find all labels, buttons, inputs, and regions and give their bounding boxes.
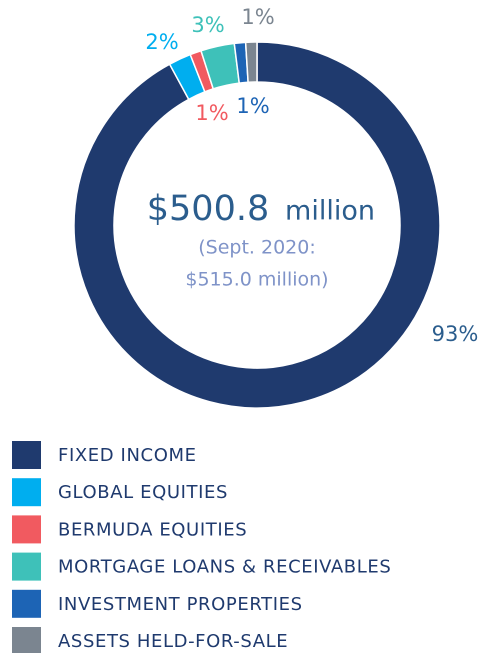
- slice-label: 1%: [195, 101, 228, 125]
- center-value: $500.8: [147, 189, 269, 229]
- legend-swatch: [12, 627, 41, 653]
- legend-swatch: [12, 441, 41, 469]
- center-unit: million: [285, 196, 375, 227]
- slice-label: 1%: [236, 94, 269, 118]
- slice-label: 1%: [241, 5, 274, 29]
- legend-label: BERMUDA EQUITIES: [58, 519, 247, 540]
- legend-label: MORTGAGE LOANS & RECEIVABLES: [58, 557, 391, 578]
- slice-label: 93%: [432, 322, 479, 346]
- center-note: (Sept. 2020:: [198, 237, 316, 259]
- slice-label: 2%: [145, 30, 178, 54]
- legend-swatch: [12, 589, 41, 618]
- slice: [73, 41, 441, 409]
- legend-swatch: [12, 552, 41, 581]
- legend-label: FIXED INCOME: [58, 445, 197, 466]
- center-note: $515.0 million): [185, 269, 328, 291]
- legend-label: INVESTMENT PROPERTIES: [58, 594, 303, 615]
- legend-label: GLOBAL EQUITIES: [58, 482, 228, 503]
- legend-swatch: [12, 478, 41, 507]
- legend-label: ASSETS HELD-FOR-SALE: [58, 631, 288, 652]
- legend-swatch: [12, 515, 41, 544]
- slice: [244, 41, 258, 84]
- slice-label: 3%: [191, 13, 224, 37]
